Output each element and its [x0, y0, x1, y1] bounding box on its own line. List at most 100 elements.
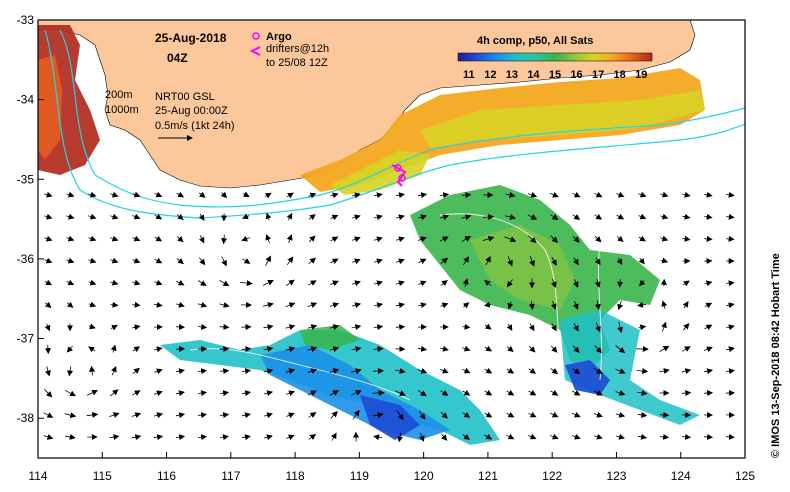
current-vector-arrow: [417, 367, 428, 374]
current-vector-arrow: [703, 433, 714, 440]
colorbar-tick-label: 11: [463, 69, 475, 81]
current-vector-arrow: [616, 257, 623, 266]
current-vector-arrow: [704, 235, 713, 242]
current-vector-arrow: [507, 301, 514, 310]
current-vector-arrow: [88, 191, 97, 198]
current-vector-arrow: [131, 390, 141, 396]
current-vector-arrow: [110, 257, 119, 264]
current-vector-arrow: [330, 236, 339, 243]
current-vector-arrow: [395, 258, 405, 265]
credit-label: © IMOS 13-Sep-2018 08:42 Hobart Time: [770, 253, 782, 458]
current-vector-arrow: [265, 255, 271, 266]
colorbar-tick-label: 19: [635, 69, 647, 81]
current-vector-arrow: [154, 235, 163, 242]
current-vector-arrow: [352, 236, 361, 243]
current-vector-arrow: [132, 367, 140, 374]
product-title: 4h comp, p50, All Sats: [477, 35, 593, 47]
current-vector-arrow: [681, 368, 692, 375]
colorbar-tick-label: 15: [549, 69, 561, 81]
current-vector-arrow: [682, 280, 690, 287]
current-vector-arrow: [616, 191, 625, 198]
current-vector-arrow: [462, 302, 470, 309]
current-vector-arrow: [726, 302, 735, 309]
current-vector-arrow: [661, 300, 668, 309]
current-vector-arrow: [418, 280, 427, 287]
current-vector-arrow: [263, 390, 274, 397]
current-vector-arrow: [351, 346, 362, 353]
current-vector-arrow: [440, 302, 449, 309]
map-frame: [37, 19, 746, 459]
current-vector-arrow: [463, 256, 470, 266]
current-vector-arrow: [617, 300, 624, 311]
current-vector-arrow: [507, 256, 513, 267]
current-vector-arrow: [462, 411, 471, 418]
y-tick-label: -33: [17, 13, 35, 27]
current-vector-arrow: [594, 345, 602, 354]
current-vector-arrow: [198, 191, 206, 198]
current-vector-arrow: [286, 434, 295, 441]
current-vector-arrow: [550, 214, 559, 220]
current-vector-arrow: [482, 235, 495, 242]
current-vector-arrow: [197, 301, 208, 308]
current-vector-arrow: [198, 257, 206, 266]
current-vector-arrow: [395, 368, 406, 374]
current-vector-arrow: [352, 409, 360, 420]
current-vector-arrow: [263, 346, 274, 353]
current-vector-arrow: [66, 345, 73, 353]
current-vector-arrow: [638, 257, 645, 265]
current-vector-arrow: [330, 214, 339, 221]
current-vector-arrow: [659, 411, 670, 418]
current-vector-arrow: [154, 301, 163, 308]
current-vector-arrow: [330, 432, 337, 441]
current-vector-arrow: [395, 236, 405, 243]
current-vector-arrow: [529, 256, 535, 267]
isobath-200m-line: [59, 29, 745, 208]
current-vector-arrow: [66, 235, 75, 242]
current-vector-arrow: [681, 346, 691, 352]
current-vector-arrow: [550, 389, 559, 396]
current-vector-arrow: [154, 346, 163, 353]
current-vector-arrow: [373, 346, 384, 353]
current-vector-arrow: [484, 345, 493, 352]
current-vector-arrow: [241, 346, 252, 353]
current-vector-arrow: [219, 390, 230, 397]
x-tick-label: 119: [350, 469, 369, 483]
current-vector-arrow: [329, 302, 340, 309]
current-vector-arrow: [109, 412, 120, 418]
current-vector-arrow: [110, 301, 119, 308]
current-vector-arrow: [373, 302, 384, 309]
current-vector-arrow: [506, 411, 515, 418]
current-vector-arrow: [219, 302, 230, 308]
current-vector-arrow: [219, 412, 230, 419]
current-vector-arrow: [44, 257, 53, 264]
current-vector-arrow: [682, 235, 691, 242]
x-axis: 114 115 116 117 118 119 120 121 122 123 124 125: [28, 452, 755, 483]
current-vector-arrow: [462, 434, 471, 440]
current-vector-arrow: [572, 345, 580, 354]
current-vector-arrow: [176, 191, 185, 198]
current-vector-arrow: [286, 412, 295, 419]
current-vector-arrow: [636, 368, 649, 375]
current-vector-arrow: [484, 389, 493, 396]
colorbar-tick-label: 17: [592, 69, 604, 81]
current-vector-arrow: [638, 213, 647, 220]
current-vector-arrow: [550, 323, 557, 332]
current-vector-arrow: [593, 390, 603, 396]
current-vector-arrow: [551, 256, 557, 266]
current-vector-arrow: [440, 411, 448, 419]
current-vector-arrow: [659, 433, 670, 440]
current-vector-arrow: [527, 235, 537, 244]
current-vector-arrow: [440, 279, 448, 287]
current-vector-arrow: [681, 433, 692, 440]
current-vector-arrow: [242, 191, 250, 197]
current-vector-arrow: [505, 191, 516, 198]
current-vector-arrow: [197, 390, 208, 397]
current-vector-arrow: [660, 213, 669, 220]
x-tick-label: 116: [157, 469, 176, 483]
current-vector-arrow: [175, 390, 185, 397]
y-tick-label: -35: [17, 172, 35, 186]
current-vector-arrow: [45, 366, 51, 377]
current-vector-arrow: [265, 234, 272, 244]
current-vector-arrow: [109, 389, 119, 397]
